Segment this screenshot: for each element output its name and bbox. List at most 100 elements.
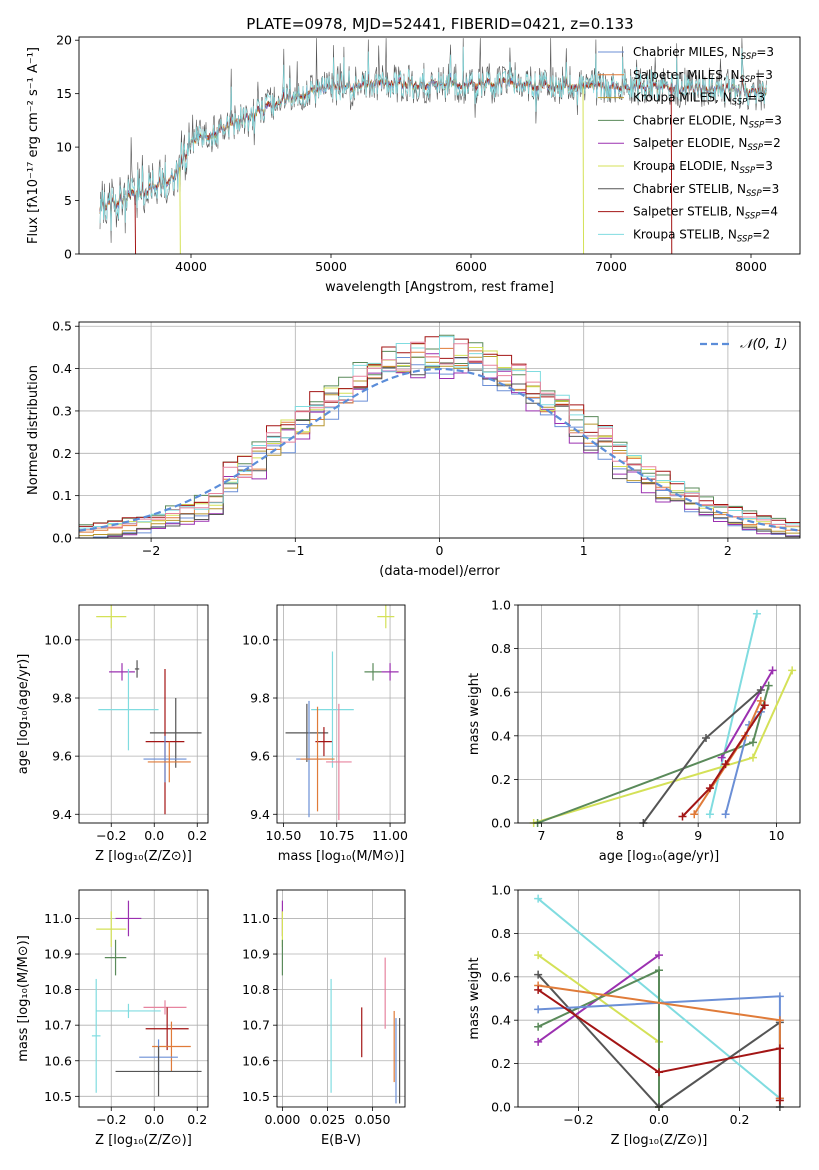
spectrum-line	[99, 46, 767, 231]
series-line	[537, 988, 781, 1101]
y-tick-label: 10.0	[242, 632, 270, 647]
series-marker	[764, 681, 773, 690]
y-tick-label: 0.2	[491, 1056, 511, 1071]
y-tick-label: 0.2	[52, 446, 72, 461]
x-tick-label: 0.0	[144, 828, 164, 843]
x-tick-label: 0.050	[355, 1112, 391, 1127]
x-tick-label: 0.2	[187, 1112, 207, 1127]
mass_vs_ebv-panel: 0.000 0.025 0.050 10.5 10.6 10.7 10.8 10.9 11.0 E…	[242, 889, 406, 1148]
x-tick-label: 0.2	[730, 1112, 750, 1127]
series-marker	[760, 701, 769, 710]
y-tick-label: 20	[56, 33, 72, 48]
histogram-step	[79, 336, 800, 529]
y-tick-label: 10.9	[44, 947, 72, 962]
series-marker	[775, 992, 784, 1001]
series-marker	[705, 784, 714, 793]
series-marker	[775, 1096, 784, 1105]
y-tick-label: 10.6	[44, 1053, 72, 1068]
y-tick-label: 10.8	[242, 982, 270, 997]
x-tick-label: 0.000	[265, 1112, 301, 1127]
y-tick-label: 0.0	[491, 1100, 511, 1115]
series-marker	[655, 1068, 663, 1077]
series-marker	[756, 696, 765, 705]
y-axis-label: age [log₁₀(age/yr)]	[16, 654, 31, 775]
y-tick-label: 9.4	[52, 807, 72, 822]
y-tick-label: 0.3	[52, 403, 72, 418]
series-marker	[749, 738, 757, 747]
gaussian-curve	[78, 367, 801, 532]
x-axis-label: Z [log₁₀(Z/Z⊙)]	[611, 1133, 708, 1148]
x-tick-label: 0.0	[649, 1112, 669, 1127]
y-tick-label: 1.0	[491, 598, 511, 613]
x-tick-label: 7000	[595, 259, 627, 274]
legend-label: Salpeter STELIB, NSSP=4	[633, 205, 778, 222]
y-tick-label: 0.2	[491, 772, 511, 787]
y-axis-label: Flux [fλ10⁻¹⁷ erg cm⁻² s⁻¹ A⁻¹]	[26, 47, 41, 244]
x-tick-label: 0.2	[187, 828, 207, 843]
legend-label: Chabrier MILES, NSSP=3	[633, 45, 774, 62]
axes-frame	[276, 889, 406, 1108]
x-axis-label: E(B-V)	[321, 1133, 361, 1148]
mass_weight_vs_age-panel: 7 8 9 10 0.0 0.2 0.4 0.6 0.8 1.0 age [log₁₀(age/yr…	[467, 598, 801, 864]
series-marker	[788, 666, 797, 675]
x-tick-label: 2	[724, 543, 732, 558]
x-tick-label: −2	[142, 543, 160, 558]
histogram-panel: −2 −1 0 1 2 0.0 0.1 0.2 0.3 0.4 0.5 (data-model)/er…	[26, 319, 801, 579]
mass_weight_vs_Z-panel: −0.2 0.0 0.2 0.0 0.2 0.4 0.6 0.8 1.0 Z [log₁₀(Z/Z…	[467, 883, 801, 1148]
y-tick-label: 1.0	[491, 883, 511, 898]
x-tick-label: 1	[580, 543, 588, 558]
y-tick-label: 0.4	[52, 361, 72, 376]
series-marker	[690, 810, 699, 819]
y-tick-label: 9.8	[52, 691, 72, 706]
y-tick-label: 11.0	[242, 911, 270, 926]
x-tick-label: −0.2	[96, 828, 126, 843]
x-tick-label: 11.00	[372, 828, 408, 843]
y-tick-label: 0.4	[491, 728, 511, 743]
series-marker	[756, 686, 765, 695]
x-tick-label: −0.2	[563, 1112, 593, 1127]
y-tick-label: 0	[64, 247, 72, 262]
axes-frame	[78, 604, 209, 824]
series-marker	[655, 951, 663, 960]
series-line	[720, 669, 774, 759]
y-tick-label: 0.0	[491, 816, 511, 831]
x-axis-label: Z [log₁₀(Z/Z⊙)]	[95, 849, 192, 864]
x-tick-label: 0.025	[310, 1112, 346, 1127]
y-axis-label: mass weight	[467, 957, 482, 1039]
y-tick-label: 10.5	[44, 1089, 72, 1104]
y-tick-label: 5	[64, 193, 72, 208]
x-axis-label: wavelength [Angstrom, rest frame]	[325, 280, 554, 295]
axes-frame	[517, 889, 801, 1108]
legend-label: 𝒩(0, 1)	[740, 337, 787, 352]
series-marker	[534, 1037, 543, 1046]
series-marker	[775, 1016, 784, 1025]
legend-label: Salpeter MILES, NSSP=3	[633, 68, 773, 85]
series-marker	[702, 733, 710, 742]
age_vs_mass-panel: 10.50 10.75 11.00 9.4 9.6 9.8 10.0 mass [log₁₀(…	[242, 604, 408, 864]
y-tick-label: 10.6	[242, 1053, 270, 1068]
x-tick-label: 9	[694, 828, 702, 843]
y-tick-label: 10.0	[44, 632, 72, 647]
spectrum-dropout	[670, 87, 673, 255]
legend-label: Chabrier ELODIE, NSSP=3	[633, 113, 782, 130]
series-marker	[534, 970, 543, 979]
legend-label: Kroupa ELODIE, NSSP=3	[633, 159, 773, 176]
series-marker	[534, 1022, 543, 1031]
age_vs_Z-panel: −0.2 0.0 0.2 9.4 9.6 9.8 10.0 Z [log₁₀(Z/Z⊙)] ag…	[16, 604, 209, 864]
series-marker	[655, 966, 663, 975]
y-tick-label: 9.4	[250, 807, 270, 822]
x-axis-label: mass [log₁₀(M/M⊙)]	[278, 849, 405, 864]
legend-label: Chabrier STELIB, NSSP=3	[633, 182, 779, 199]
figure-title: PLATE=0978, MJD=52441, FIBERID=0421, z=0…	[246, 15, 633, 33]
series-marker	[678, 812, 687, 821]
x-tick-label: 4000	[175, 259, 207, 274]
series-marker	[721, 810, 730, 819]
legend-label: Salpeter ELODIE, NSSP=2	[633, 136, 781, 153]
axes-frame	[78, 889, 209, 1108]
y-tick-label: 9.6	[52, 749, 72, 764]
series-marker	[534, 985, 543, 994]
series-line	[533, 669, 794, 824]
y-axis-label: Normed distribution	[26, 365, 41, 495]
x-tick-label: 6000	[455, 259, 487, 274]
